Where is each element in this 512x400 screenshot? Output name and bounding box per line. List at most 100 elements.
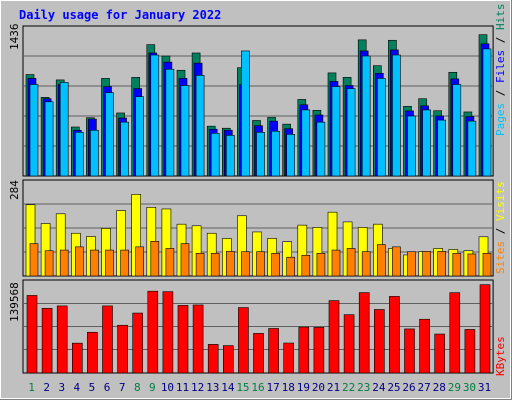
visits-bar	[165, 248, 175, 277]
day-label: 15	[236, 381, 249, 394]
day-label: 23	[357, 381, 370, 394]
kbytes-bar	[449, 292, 461, 374]
kbytes-bar	[419, 318, 430, 374]
kbytes-bar	[268, 328, 279, 374]
day-label: 17	[267, 381, 280, 394]
visits-bar	[256, 251, 265, 277]
day-label: 20	[312, 381, 325, 394]
pages-bar	[407, 115, 416, 177]
legend-pages: Pages	[494, 103, 507, 136]
hits-files-pages-legend: Pages / Files / Hits	[494, 4, 507, 137]
visits-bar	[135, 246, 144, 277]
day-label: 28	[433, 381, 446, 394]
kbytes-bar	[238, 307, 249, 374]
day-label: 4	[74, 381, 81, 394]
kbytes-bar	[117, 324, 128, 374]
kbytes-bar	[298, 326, 310, 374]
kbytes-bar	[389, 296, 400, 374]
legend-files: Files	[494, 50, 507, 83]
day-label: 30	[463, 381, 476, 394]
pages-bar	[437, 119, 447, 177]
hits-axis-max-label: 1436	[8, 24, 21, 51]
legend-sep-3: /	[494, 221, 507, 241]
kbytes-panel	[22, 279, 494, 374]
visits-bar	[452, 253, 462, 277]
day-label: 22	[342, 381, 355, 394]
visits-bar	[271, 253, 280, 277]
hits-files-pages-panel	[22, 25, 494, 177]
kbytes-legend: KBytes	[494, 336, 507, 376]
day-label: 6	[104, 381, 111, 394]
visits-bar	[150, 241, 160, 277]
visits-bar	[286, 256, 296, 277]
kbytes-bar	[283, 342, 295, 374]
pages-bar	[226, 135, 235, 177]
pages-bar	[331, 86, 341, 177]
pages-bar	[165, 68, 175, 177]
kbytes-bar	[328, 300, 340, 374]
pages-bar	[59, 82, 69, 177]
day-label: 13	[206, 381, 219, 394]
day-label: 14	[221, 381, 235, 394]
visits-bar	[90, 249, 99, 277]
kbytes-bar	[253, 333, 264, 374]
kbytes-bar	[147, 290, 159, 374]
visits-bar	[75, 246, 84, 277]
kbytes-bar	[102, 305, 113, 374]
day-label: 3	[58, 381, 65, 394]
kbytes-bar	[343, 314, 355, 374]
day-label: 7	[119, 381, 126, 394]
visits-bar	[120, 249, 129, 277]
kbytes-bar	[72, 342, 83, 374]
kbytes-bar	[223, 345, 234, 374]
pages-bar	[301, 109, 311, 177]
pages-bar	[452, 84, 462, 177]
visits-bar	[195, 253, 205, 277]
pages-bar	[286, 134, 296, 177]
kbytes-bar	[132, 312, 143, 374]
day-label: 16	[251, 381, 264, 394]
day-label: 19	[297, 381, 310, 394]
day-label: 29	[448, 381, 461, 394]
visits-bar	[482, 253, 492, 277]
legend-sites: Sites	[494, 241, 507, 274]
day-label: 9	[149, 381, 156, 394]
pages-bar	[271, 130, 280, 177]
pages-bar	[361, 55, 371, 177]
pages-bar	[120, 121, 129, 177]
visits-bar	[467, 253, 477, 277]
kbytes-bar	[56, 305, 68, 374]
visits-bar	[241, 251, 250, 277]
visits-bar	[331, 249, 341, 277]
day-label: 26	[402, 381, 415, 394]
day-label: 11	[176, 381, 189, 394]
kbytes-bar	[479, 284, 491, 374]
pages-bar	[29, 84, 39, 177]
visits-bar	[59, 249, 69, 277]
visits-bar	[346, 248, 356, 277]
day-labels: 1 2 3 4 5 6 7 8 9 10 11 12 13 14 15 16 17 18 19 20 21 22 23 24 2…	[28, 381, 491, 394]
kbytes-bar	[177, 305, 189, 374]
day-label: 1	[28, 381, 35, 394]
sites-visits-legend: Sites / Visits	[494, 181, 507, 274]
kbytes-bar	[41, 308, 53, 374]
day-label: 25	[387, 381, 400, 394]
pages-bar	[467, 120, 477, 177]
kbytes-bar	[373, 309, 385, 374]
day-label: 31	[478, 381, 491, 394]
pages-bar	[422, 109, 431, 177]
kbytes-bar	[26, 295, 38, 374]
chart-title: Daily usage for January 2022	[19, 8, 221, 22]
pages-bar	[75, 131, 84, 177]
sites-axis-max-label: 284	[8, 180, 21, 200]
visits-bar	[180, 243, 190, 277]
legend-kbytes: KBytes	[494, 336, 507, 376]
day-label: 5	[89, 381, 96, 394]
legend-sep-1: /	[494, 83, 507, 103]
visits-bar	[44, 250, 54, 277]
pages-bar	[482, 48, 492, 177]
kbytes-bar	[192, 304, 204, 374]
pages-bar	[44, 101, 54, 177]
